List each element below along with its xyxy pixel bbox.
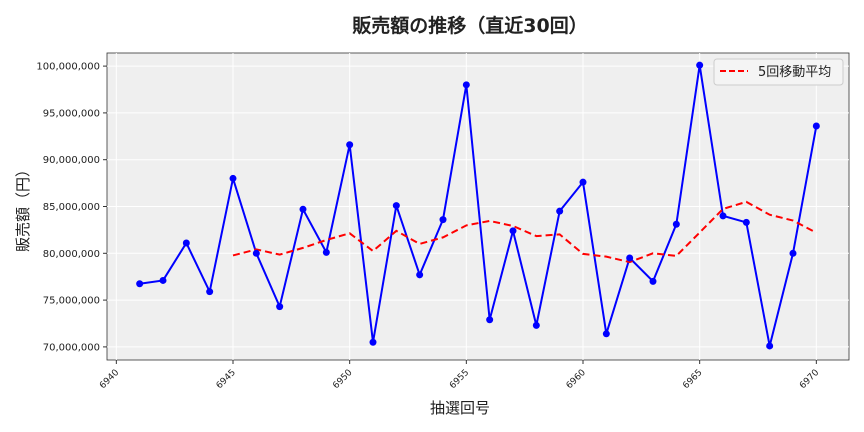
y-tick-label: 75,000,000 (43, 296, 100, 307)
sales-point (556, 207, 564, 215)
x-tick-label: 6960 (565, 368, 588, 391)
sales-point (812, 122, 820, 130)
legend-label: 5回移動平均 (758, 65, 831, 80)
y-tick-label: 95,000,000 (43, 108, 100, 119)
y-tick-label: 100,000,000 (36, 62, 100, 73)
y-axis-label: 販売額（円） (14, 162, 32, 252)
sales-point (672, 220, 680, 228)
legend-box (713, 58, 844, 86)
sales-point (696, 61, 704, 69)
y-tick-label: 70,000,000 (43, 342, 100, 353)
sales-point (742, 218, 750, 226)
sales-point (252, 249, 260, 257)
sales-point (206, 288, 214, 296)
sales-point (346, 141, 354, 149)
sales-point (532, 321, 540, 329)
y-tick-label: 85,000,000 (43, 202, 100, 213)
sales-point (486, 316, 494, 324)
sales-point (229, 174, 237, 182)
sales-point (626, 254, 634, 262)
sales-point (299, 205, 307, 213)
sales-point (136, 280, 144, 288)
x-tick-label: 6965 (681, 368, 704, 391)
y-tick-label: 90,000,000 (43, 155, 100, 166)
chart-title: 販売額の推移（直近30回） (352, 14, 587, 37)
sales-point (182, 239, 190, 247)
sales-point (509, 227, 517, 235)
x-tick-label: 6945 (215, 368, 238, 391)
y-tick-label: 80,000,000 (43, 249, 100, 260)
sales-point (766, 342, 774, 350)
sales-point (439, 216, 447, 224)
legend: 5回移動平均 (713, 58, 844, 86)
sales-point (579, 178, 587, 186)
sales-point (276, 303, 284, 311)
sales-point (369, 338, 377, 346)
sales-point (602, 330, 610, 338)
sales-point (159, 276, 167, 284)
x-tick-label: 6950 (331, 368, 354, 391)
sales-point (649, 277, 657, 285)
x-tick-label: 6940 (98, 368, 121, 391)
moving-average-line (232, 200, 817, 264)
sales-point (322, 248, 330, 256)
x-axis-label: 抽選回号 (430, 399, 490, 417)
sales-point (392, 202, 400, 210)
sales-point (789, 249, 797, 257)
x-tick-label: 6955 (448, 368, 471, 391)
sales-point (719, 212, 727, 220)
sales-line (139, 65, 818, 347)
sales-point (462, 81, 470, 89)
x-tick-label: 6970 (798, 368, 821, 391)
sales-point (416, 271, 424, 279)
